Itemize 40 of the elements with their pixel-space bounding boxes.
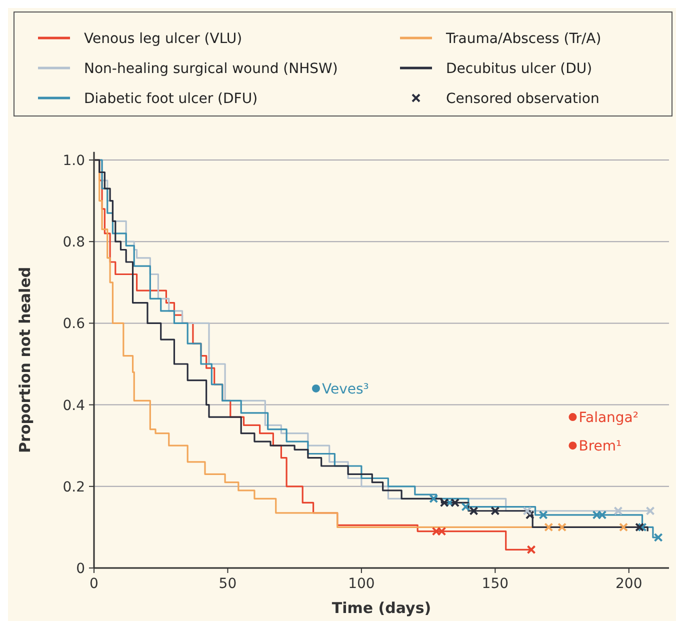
point [538, 510, 548, 520]
point [614, 506, 623, 516]
x-tick-label: 50 [218, 576, 237, 592]
point [312, 384, 320, 392]
y-tick-label: 0.2 [62, 479, 85, 496]
x-tick-label: 150 [482, 576, 509, 592]
x-tick-label: 200 [616, 576, 642, 592]
point [525, 510, 534, 520]
point [429, 494, 438, 504]
point [522, 506, 532, 516]
y-tick-label: 0.6 [62, 316, 86, 332]
y-tick-label: 0.4 [62, 398, 86, 414]
point [654, 532, 663, 542]
point [461, 502, 470, 512]
point [490, 506, 500, 516]
point [469, 506, 478, 516]
legend-label: Non-healing surgical wound (NHSW) [84, 61, 338, 77]
series-label: Veves³ [322, 381, 369, 398]
legend-label: Decubitus ulcer (DU) [446, 61, 592, 77]
point [568, 413, 577, 422]
legend-label: Diabetic foot ulcer (DFU) [84, 91, 258, 107]
y-tick-label: 1.0 [62, 153, 85, 169]
point [558, 522, 567, 532]
legend-label: Venous leg ulcer (VLU) [84, 31, 242, 47]
y-axis-title: Proportion not healed [16, 266, 34, 453]
x-tick-label: 0 [90, 576, 98, 592]
y-tick-label: 0.8 [62, 234, 85, 251]
legend-label: Censored observation [446, 91, 600, 107]
x-axis-title: Time (days) [332, 599, 432, 617]
point [568, 442, 577, 450]
y-tick-label: 0 [76, 561, 85, 577]
point [635, 522, 644, 532]
x-tick-label: 100 [348, 576, 375, 592]
series-label: Falanga² [578, 410, 638, 426]
point [646, 506, 655, 516]
point [638, 522, 647, 532]
point [619, 522, 628, 532]
point [544, 522, 554, 532]
series-label: Brem¹ [578, 438, 622, 455]
legend-label: Trauma/Abscess (Tr/A) [445, 31, 602, 47]
